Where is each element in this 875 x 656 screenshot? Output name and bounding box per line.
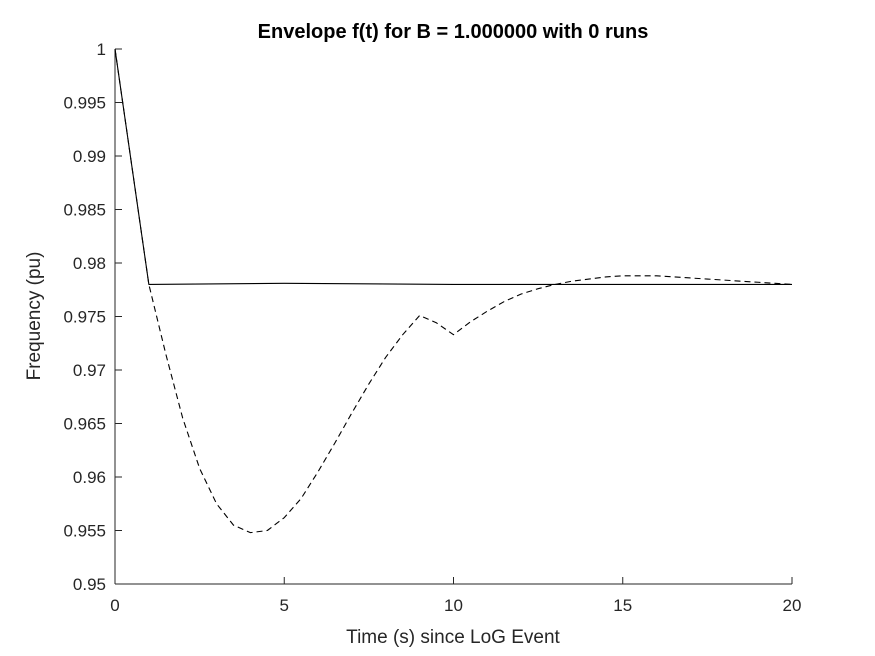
y-tick-label: 0.975 (63, 308, 106, 327)
series-line-solid (114, 48, 792, 285)
y-axis-ticks: 0.95 0.955 0.96 0.965 0.97 0.975 0.98 0.985 0.99… (63, 40, 122, 594)
y-tick-label: 0.97 (73, 361, 106, 380)
y-tick-label: 0.99 (73, 147, 106, 166)
y-tick-label: 0.985 (63, 201, 106, 220)
y-tick-label: 0.96 (73, 468, 106, 487)
x-tick-label: 0 (110, 596, 119, 615)
x-tick-label: 15 (613, 596, 632, 615)
plot-area: 0 5 10 15 20 0.95 0.955 0.96 0.965 0.97 0.975 0.98… (63, 40, 801, 615)
y-tick-label: 0.95 (73, 575, 106, 594)
series-line-dashed (114, 48, 793, 534)
y-tick-label: 0.965 (63, 415, 106, 434)
x-axis-label: Time (s) since LoG Event (346, 627, 560, 648)
y-tick-label: 1 (97, 40, 106, 59)
x-tick-label: 5 (280, 596, 289, 615)
x-axis-ticks: 0 5 10 15 20 (110, 577, 801, 615)
y-axis-label: Frequency (pu) (24, 252, 45, 381)
series-layer (114, 48, 793, 534)
y-tick-label: 0.995 (63, 94, 106, 113)
chart-title: Envelope f(t) for B = 1.000000 with 0 ru… (258, 21, 649, 43)
y-tick-label: 0.955 (63, 522, 106, 541)
y-tick-label: 0.98 (73, 254, 106, 273)
x-tick-label: 20 (783, 596, 802, 615)
x-tick-label: 10 (444, 596, 463, 615)
